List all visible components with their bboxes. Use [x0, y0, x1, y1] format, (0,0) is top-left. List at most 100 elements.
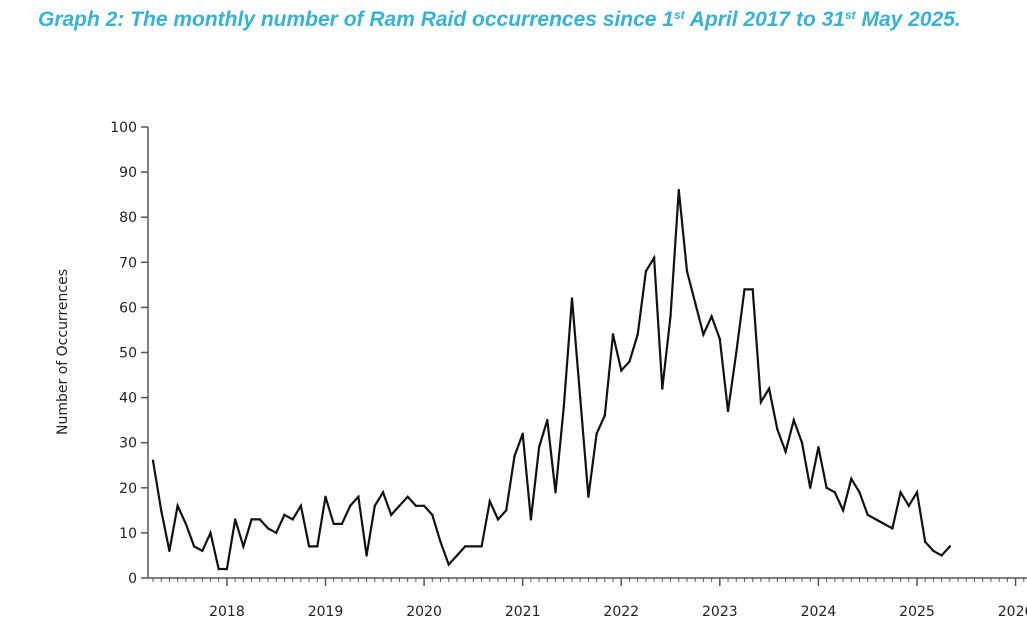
- data-point-30: [398, 504, 401, 507]
- data-point-90: [891, 527, 894, 530]
- data-point-60: [644, 270, 648, 273]
- data-point-38: [464, 545, 467, 548]
- data-point-28: [381, 491, 385, 494]
- data-point-29: [390, 513, 393, 517]
- data-point-7: [209, 531, 212, 535]
- data-point-4: [184, 522, 188, 526]
- data-point-33: [422, 504, 426, 507]
- data-point-13: [258, 518, 261, 521]
- data-point-54: [595, 432, 598, 435]
- data-point-34: [431, 513, 434, 517]
- data-point-95: [932, 549, 935, 553]
- data-point-46: [529, 518, 533, 521]
- data-point-58: [628, 360, 631, 363]
- y-tick-label-10: 10: [119, 526, 137, 542]
- x-tick-label-2026: 2026: [998, 604, 1027, 620]
- y-tick-label-90: 90: [119, 165, 137, 181]
- data-point-10: [234, 518, 237, 521]
- y-tick-label-0: 0: [128, 571, 137, 587]
- data-point-22: [332, 522, 335, 526]
- y-tick-label-20: 20: [119, 481, 137, 497]
- data-point-26: [365, 554, 368, 557]
- data-point-75: [767, 387, 771, 390]
- data-point-91: [899, 491, 902, 494]
- series-line-occurrences: [151, 189, 951, 571]
- data-point-77: [784, 450, 787, 453]
- data-points: [151, 188, 952, 571]
- y-tick-label-100: 100: [110, 120, 137, 136]
- data-point-42: [496, 518, 500, 521]
- data-point-72: [743, 288, 746, 291]
- data-point-67: [702, 333, 705, 336]
- data-point-1: [160, 509, 163, 512]
- data-point-8: [217, 567, 220, 571]
- x-tick-label-2021: 2021: [505, 604, 541, 620]
- data-point-97: [948, 545, 952, 548]
- title-text-2: April 2017 to 31: [684, 8, 845, 31]
- data-point-31: [406, 495, 409, 498]
- data-point-50: [562, 405, 565, 408]
- data-point-51: [570, 297, 574, 300]
- data-point-53: [587, 495, 590, 498]
- data-point-2: [168, 549, 171, 553]
- data-point-87: [866, 513, 869, 517]
- data-point-64: [677, 188, 680, 192]
- data-point-45: [521, 432, 524, 435]
- data-point-76: [776, 428, 779, 431]
- data-point-12: [250, 518, 253, 521]
- data-point-71: [735, 351, 738, 354]
- data-point-17: [291, 518, 294, 521]
- data-point-94: [924, 540, 927, 544]
- data-point-16: [283, 513, 286, 517]
- data-point-32: [414, 504, 418, 507]
- data-point-63: [669, 315, 672, 318]
- data-point-96: [940, 554, 943, 557]
- x-tick-label-2023: 2023: [702, 604, 738, 620]
- data-point-48: [546, 418, 549, 422]
- data-point-74: [759, 400, 763, 404]
- data-point-56: [611, 333, 615, 336]
- data-point-59: [636, 333, 639, 336]
- x-axis: 2018 2019 2020 2021 2022 2023 2024 2025 2026: [148, 577, 1027, 620]
- x-tick-label-2020: 2020: [406, 604, 442, 620]
- data-point-66: [694, 301, 697, 305]
- data-point-39: [472, 545, 475, 548]
- y-axis: 0 10 20 30 40 50 60 70 80 90 100: [110, 120, 149, 587]
- x-tick-label-2025: 2025: [899, 604, 935, 620]
- data-point-3: [176, 504, 179, 507]
- data-point-5: [192, 545, 196, 548]
- data-point-0: [151, 459, 155, 462]
- title-sup-2: st: [844, 8, 856, 22]
- data-point-18: [299, 504, 303, 507]
- data-point-57: [620, 369, 623, 372]
- data-point-88: [874, 518, 878, 521]
- data-point-43: [505, 509, 508, 512]
- data-point-49: [554, 491, 557, 494]
- data-point-78: [792, 418, 795, 422]
- data-point-21: [324, 495, 327, 498]
- data-point-61: [652, 256, 656, 259]
- data-point-11: [242, 545, 245, 548]
- data-point-92: [907, 504, 910, 507]
- data-point-35: [439, 540, 442, 544]
- data-point-65: [685, 270, 689, 273]
- data-point-20: [316, 545, 319, 548]
- data-point-82: [825, 486, 828, 489]
- title-sup-1: st: [674, 8, 685, 22]
- y-tick-label-30: 30: [119, 436, 137, 452]
- y-tick-label-80: 80: [119, 210, 137, 226]
- data-point-44: [513, 455, 516, 458]
- data-point-89: [882, 522, 886, 526]
- data-point-23: [340, 522, 344, 526]
- data-point-14: [266, 527, 270, 530]
- data-point-52: [579, 396, 582, 399]
- data-point-85: [850, 477, 853, 480]
- data-point-70: [726, 409, 730, 413]
- title-text-1: Graph 2: The monthly number of Ram Raid …: [38, 8, 674, 31]
- y-tick-label-50: 50: [119, 346, 137, 362]
- data-point-68: [710, 315, 713, 318]
- data-point-80: [809, 486, 812, 489]
- x-tick-label-2019: 2019: [308, 604, 344, 620]
- data-point-40: [480, 545, 483, 548]
- data-point-47: [537, 446, 541, 449]
